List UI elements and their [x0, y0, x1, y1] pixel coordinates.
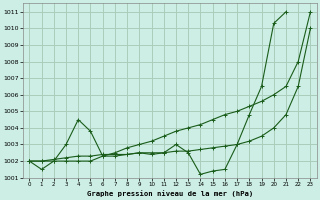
X-axis label: Graphe pression niveau de la mer (hPa): Graphe pression niveau de la mer (hPa) [87, 190, 253, 197]
